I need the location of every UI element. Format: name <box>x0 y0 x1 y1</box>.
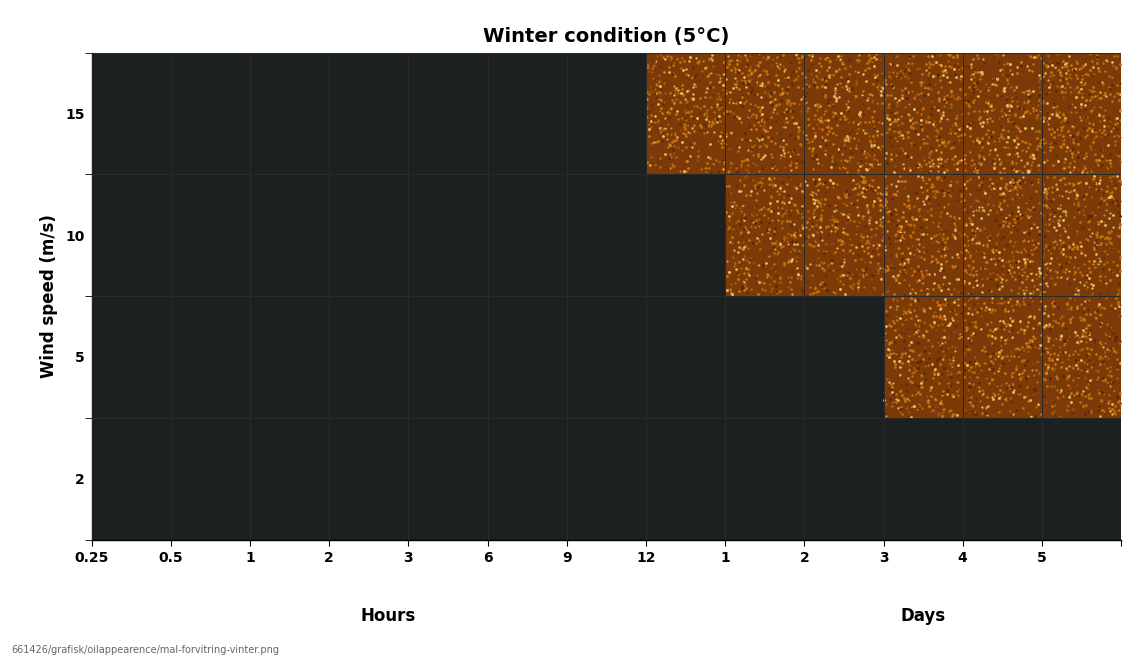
Bar <box>1042 418 1121 540</box>
Text: Hours: Hours <box>360 607 416 624</box>
Bar <box>249 174 329 296</box>
Bar <box>170 296 249 418</box>
Bar <box>883 296 963 418</box>
Bar <box>249 53 329 174</box>
Bar <box>408 174 487 296</box>
Bar <box>566 174 646 296</box>
Title: Winter condition (5°C): Winter condition (5°C) <box>483 26 730 45</box>
Text: Days: Days <box>900 607 946 624</box>
Bar <box>92 174 170 296</box>
Bar <box>646 53 725 174</box>
Bar <box>408 53 487 174</box>
Bar <box>804 296 883 418</box>
Bar <box>963 296 1042 418</box>
Bar <box>249 418 329 540</box>
Bar <box>1042 174 1121 296</box>
Bar <box>329 296 408 418</box>
Text: 661426/grafisk/oilappearence/mal-forvitring-vinter.png: 661426/grafisk/oilappearence/mal-forvitr… <box>11 645 279 655</box>
Bar <box>249 296 329 418</box>
Bar <box>170 53 249 174</box>
Bar <box>92 53 170 174</box>
Bar <box>883 53 963 174</box>
Bar <box>92 296 170 418</box>
Bar <box>329 174 408 296</box>
Bar <box>408 296 487 418</box>
Bar <box>1042 296 1121 418</box>
Bar <box>883 174 963 296</box>
Bar <box>646 418 725 540</box>
Bar <box>329 418 408 540</box>
Bar <box>566 418 646 540</box>
Bar <box>725 418 804 540</box>
Bar <box>408 418 487 540</box>
Bar <box>804 174 883 296</box>
Bar <box>487 53 566 174</box>
Bar <box>170 418 249 540</box>
Bar <box>963 418 1042 540</box>
Bar <box>566 53 646 174</box>
Bar <box>1042 53 1121 174</box>
Bar <box>92 418 170 540</box>
Bar <box>963 53 1042 174</box>
Bar <box>725 174 804 296</box>
Bar <box>883 418 963 540</box>
Bar <box>646 296 725 418</box>
Bar <box>725 296 804 418</box>
Bar <box>329 53 408 174</box>
Bar <box>487 418 566 540</box>
Bar <box>487 296 566 418</box>
Bar <box>566 296 646 418</box>
Bar <box>646 174 725 296</box>
Bar <box>487 174 566 296</box>
Bar <box>725 53 804 174</box>
Y-axis label: Wind speed (m/s): Wind speed (m/s) <box>40 214 58 378</box>
Bar <box>804 418 883 540</box>
Bar <box>963 174 1042 296</box>
Bar <box>170 174 249 296</box>
Bar <box>804 53 883 174</box>
